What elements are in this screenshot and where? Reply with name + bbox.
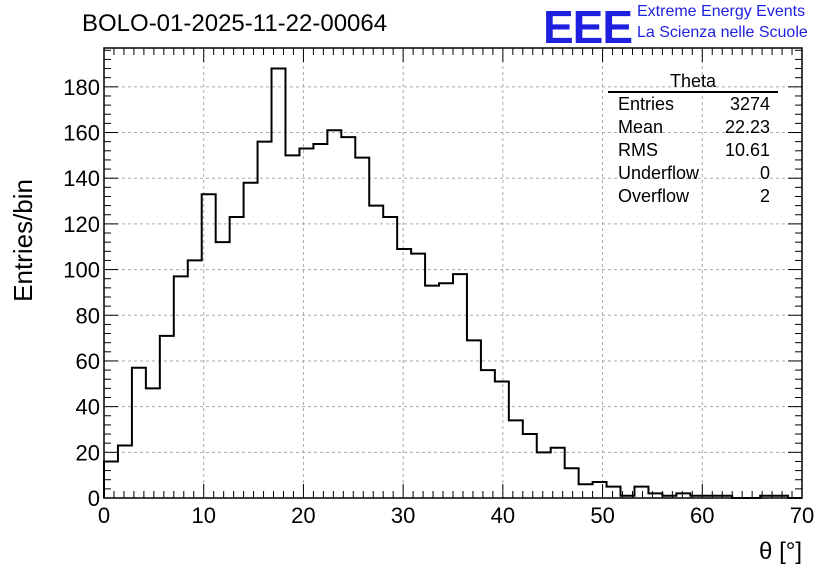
histogram-bin (495, 382, 509, 498)
histogram-bin (355, 158, 369, 498)
y-tick-label: 140 (63, 166, 100, 191)
stats-value: 2 (759, 186, 770, 206)
histogram-bin (509, 420, 523, 498)
histogram-bin (383, 217, 397, 498)
histogram-bin (132, 368, 146, 498)
y-tick-label: 20 (76, 440, 100, 465)
histogram-bin (160, 336, 174, 498)
histogram-bin (411, 254, 425, 498)
stats-value: 22.23 (724, 117, 770, 137)
histogram-bin (523, 434, 537, 498)
histogram-bin (607, 487, 621, 498)
stats-row-underflow: Underflow 0 (608, 162, 778, 185)
org-name-line2: La Scienza nelle Scuole (637, 24, 808, 41)
histogram-bin (146, 388, 160, 498)
histogram-bin (453, 274, 467, 498)
histogram-bin (327, 130, 341, 498)
stats-box-title: Theta (608, 72, 778, 93)
x-tick-label: 50 (590, 503, 614, 528)
x-tick-label: 60 (690, 503, 714, 528)
y-axis-label: Entries/bin (8, 179, 38, 302)
org-name-line1: Extreme Energy Events (637, 3, 806, 20)
y-tick-label: 60 (76, 349, 100, 374)
y-tick-label: 0 (88, 486, 100, 511)
x-tick-label: 20 (291, 503, 315, 528)
stats-label: Underflow (618, 163, 700, 183)
grid-lines (104, 48, 802, 498)
stats-row-overflow: Overflow 2 (608, 185, 778, 208)
y-tick-label: 160 (63, 121, 100, 146)
x-tick-label: 40 (491, 503, 515, 528)
y-tick-label: 180 (63, 75, 100, 100)
stats-label: Mean (618, 117, 664, 137)
histogram-bin (537, 452, 551, 498)
histogram-bin (258, 142, 272, 498)
y-tick-label: 80 (76, 303, 100, 328)
y-tick-label: 40 (76, 395, 100, 420)
histogram-bin (397, 249, 411, 498)
histogram-bin (425, 286, 439, 498)
x-tick-label: 10 (191, 503, 215, 528)
histogram-bin (593, 482, 607, 498)
stats-label: RMS (618, 140, 658, 160)
histogram-bin (634, 487, 648, 498)
histogram-bin (216, 242, 230, 498)
y-tick-labels: 0 20 40 60 80 100 120 140 160 180 (63, 75, 100, 511)
histogram-bin (467, 340, 481, 498)
run-title: BOLO-01-2025-11-22-00064 (82, 10, 388, 37)
histogram-bin (230, 217, 244, 498)
x-tick-label: 30 (391, 503, 415, 528)
x-tick-label: 70 (790, 503, 814, 528)
stats-label: Overflow (618, 186, 690, 206)
histogram-bin (299, 149, 313, 498)
histogram-bin (118, 445, 132, 498)
axis-ticks (103, 48, 803, 499)
histogram-bin (313, 144, 327, 498)
x-tick-label: 0 (98, 503, 110, 528)
y-tick-label: 120 (63, 212, 100, 237)
stats-row-mean: Mean 22.23 (608, 116, 778, 139)
histogram-bin (369, 206, 383, 498)
eee-logo: EEE (543, 1, 633, 53)
stats-row-entries: Entries 3274 (608, 93, 778, 116)
x-axis-label: θ [°] (759, 538, 802, 565)
histogram-bin (481, 370, 495, 498)
histogram-bin (579, 484, 593, 498)
histogram-bin (341, 137, 355, 498)
histogram-bin (551, 448, 565, 498)
histogram-bin (188, 260, 202, 498)
histogram-bin (174, 276, 188, 498)
histogram-bin (565, 468, 579, 498)
stats-value: 3274 (729, 94, 770, 114)
y-tick-label: 100 (63, 258, 100, 283)
stats-row-rms: RMS 10.61 (608, 139, 778, 162)
stats-label: Entries (618, 94, 675, 114)
histogram-bin (285, 155, 299, 498)
histogram-bin (244, 183, 258, 498)
stats-value: 0 (759, 163, 770, 183)
stats-value: 10.61 (724, 140, 770, 160)
x-tick-labels: 0 10 20 30 40 50 60 70 (98, 503, 814, 528)
stats-box: Theta Entries 3274 Mean 22.23 RMS 10.61 … (608, 72, 778, 208)
